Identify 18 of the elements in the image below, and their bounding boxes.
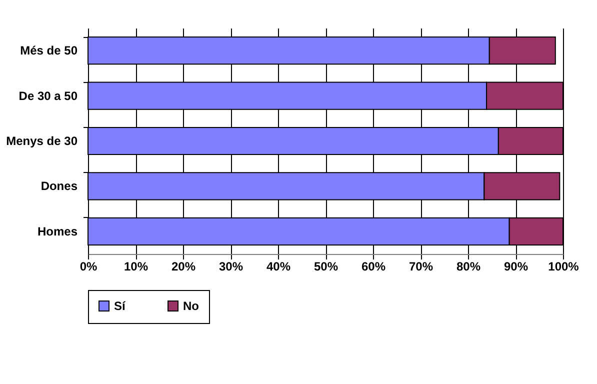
x-tick-label: 0% <box>80 260 98 274</box>
y-tick-label: Homes <box>37 224 78 238</box>
x-tick-label: 20% <box>171 260 196 274</box>
x-tick-label: 100% <box>548 260 580 274</box>
y-tick-label: Més de 50 <box>20 44 78 58</box>
x-tick-label: 50% <box>314 260 338 274</box>
x-tick-label: 40% <box>266 260 291 274</box>
y-tick-label: Menys de 30 <box>6 134 78 148</box>
x-tick-label: 90% <box>504 260 528 274</box>
x-tick-label: 80% <box>456 260 481 274</box>
legend-label: No <box>183 299 199 313</box>
y-tick-label: De 30 a 50 <box>18 88 78 103</box>
x-tick-label: 60% <box>361 260 386 274</box>
x-tick-label: 30% <box>218 260 244 274</box>
x-tick-label: 70% <box>408 260 434 274</box>
legend-label: Sí <box>114 299 126 313</box>
x-tick-label: 10% <box>124 260 148 274</box>
y-tick-label: Dones <box>40 179 78 194</box>
